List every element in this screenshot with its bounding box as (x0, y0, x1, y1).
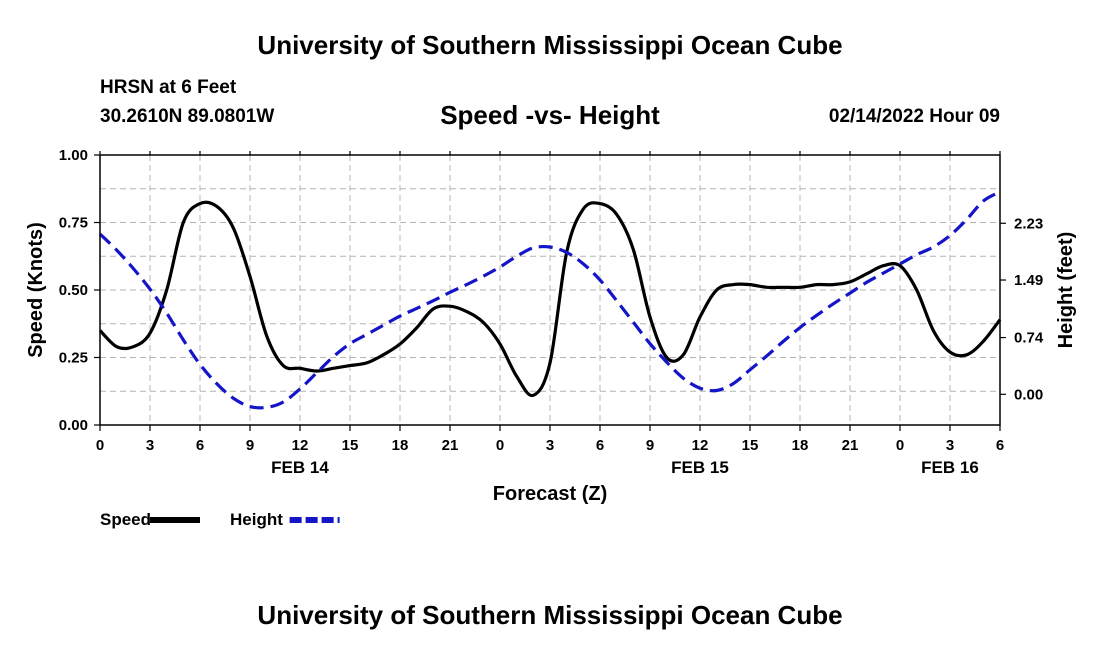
y-left-tick-label: 1.00 (59, 147, 88, 164)
y-left-tick-label: 0.00 (59, 417, 88, 434)
x-tick-label: 18 (792, 437, 809, 454)
x-tick-label: 9 (246, 437, 254, 454)
x-tick-label: 0 (96, 437, 104, 454)
y-right-tick-label: 0.74 (1014, 330, 1044, 347)
x-tick-label: 15 (742, 437, 759, 454)
grid (100, 155, 1000, 425)
x-tick-label: 9 (646, 437, 654, 454)
y-right-axis-title: Height (feet) (1055, 232, 1077, 349)
x-tick-label: 15 (342, 437, 359, 454)
chart-subtitle: Speed -vs- Height (440, 100, 660, 130)
legend-label-speed: Speed (100, 510, 151, 529)
top-title: University of Southern Mississippi Ocean… (257, 30, 843, 60)
x-tick-label: 3 (146, 437, 154, 454)
station-label: HRSN at 6 Feet (100, 77, 237, 98)
height-series-line (98, 190, 1001, 410)
y-right-tick-label: 1.49 (1014, 272, 1043, 289)
date-label: FEB 16 (921, 458, 979, 477)
axes: 0 3 6 9 12 15 18 21 0 3 6 9 12 15 18 21 0 3 6 FEB 14 FEB 15 F… (25, 147, 1077, 505)
x-tick-label: 3 (546, 437, 554, 454)
coordinates-label: 30.2610N 89.0801W (100, 106, 275, 127)
x-tick-label: 6 (196, 437, 204, 454)
date-label: FEB 14 (271, 458, 329, 477)
legend-label-height: Height (230, 510, 283, 529)
x-tick-label: 21 (842, 437, 859, 454)
series-lines (98, 190, 1002, 410)
y-right-tick-label: 2.23 (1014, 215, 1043, 232)
x-axis-title: Forecast (Z) (493, 483, 607, 505)
date-label: FEB 15 (671, 458, 729, 477)
x-tick-label: 0 (896, 437, 904, 454)
x-tick-label: 0 (496, 437, 504, 454)
x-tick-label: 21 (442, 437, 459, 454)
y-left-tick-label: 0.75 (59, 215, 88, 232)
x-tick-label: 6 (996, 437, 1004, 454)
legend: Speed Height (100, 510, 340, 529)
bottom-title: University of Southern Mississippi Ocean… (257, 600, 843, 630)
y-right-tick-label: 0.00 (1014, 386, 1043, 403)
x-tick-label: 3 (946, 437, 954, 454)
x-tick-label: 12 (692, 437, 709, 454)
x-tick-label: 12 (292, 437, 309, 454)
y-left-axis-title: Speed (Knots) (25, 222, 47, 358)
forecast-datetime: 02/14/2022 Hour 09 (828, 106, 1000, 127)
x-tick-label: 6 (596, 437, 604, 454)
y-left-tick-label: 0.50 (59, 282, 88, 299)
y-left-tick-label: 0.25 (59, 350, 88, 367)
speed-series-line (98, 200, 1002, 398)
x-tick-label: 18 (392, 437, 409, 454)
